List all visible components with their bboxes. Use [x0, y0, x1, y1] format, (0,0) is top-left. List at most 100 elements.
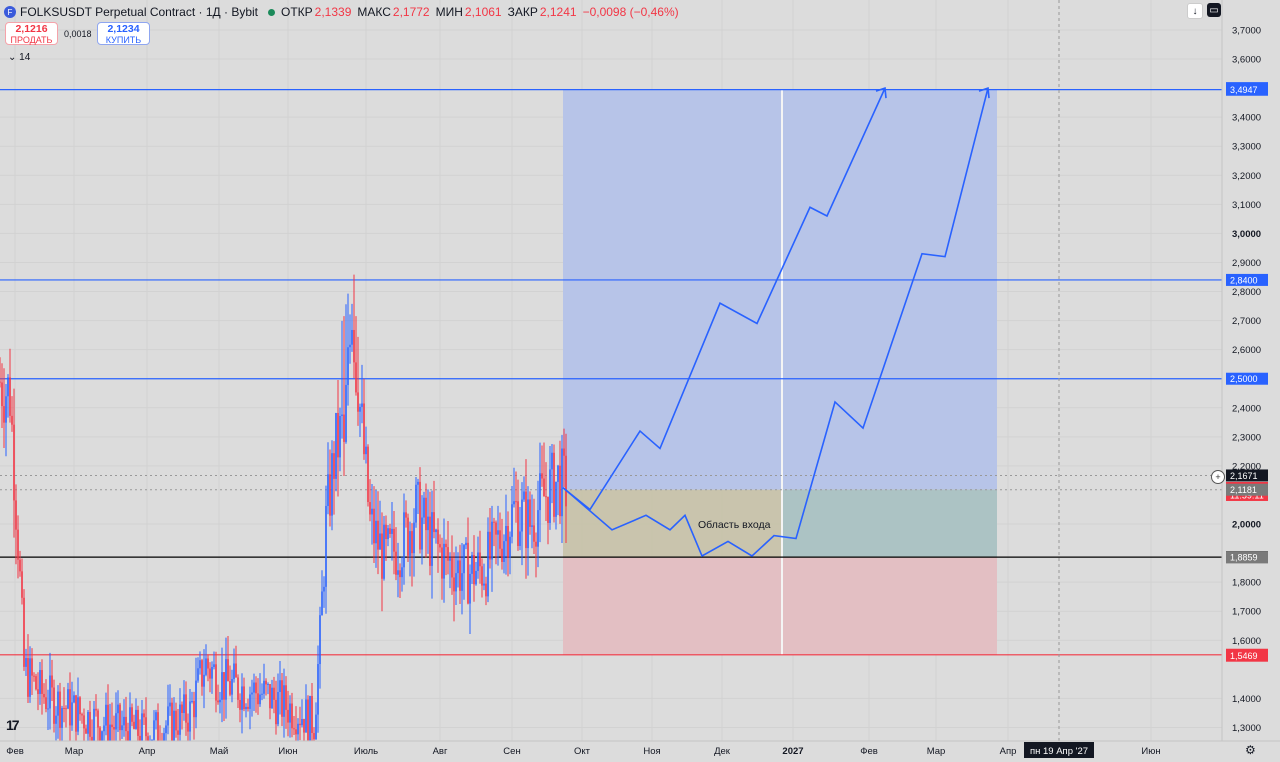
candle-body — [535, 541, 537, 547]
candle-body — [333, 453, 335, 479]
candle-body — [265, 680, 267, 685]
price-badge-label: 1,5469 — [1230, 651, 1258, 661]
candle-body — [343, 414, 345, 442]
candle-body — [35, 676, 37, 690]
y-tick-label: 2,8000 — [1232, 287, 1261, 298]
candle-body — [395, 551, 397, 575]
candle-body — [227, 659, 229, 682]
candle-body — [219, 699, 221, 703]
candle-body — [203, 674, 205, 687]
candle-body — [185, 694, 187, 723]
candle-body — [49, 675, 51, 709]
candle-body — [45, 697, 47, 709]
candle-body — [339, 415, 341, 458]
y-tick-label: 1,7000 — [1232, 607, 1261, 618]
candle-body — [369, 502, 371, 515]
candle-body — [251, 692, 253, 695]
candle-body — [469, 573, 471, 604]
candle-body — [213, 664, 215, 668]
candle-body — [551, 452, 553, 470]
x-tick-label: Дек — [714, 746, 731, 757]
candle-body — [43, 693, 45, 698]
candle-body — [417, 481, 419, 485]
candle-body — [257, 693, 259, 705]
candle-body — [427, 516, 429, 531]
price-badge-label: 2,8400 — [1230, 275, 1258, 285]
candle-body — [279, 680, 281, 692]
candle-body — [493, 521, 495, 523]
y-tick-label: 2,7000 — [1232, 316, 1261, 327]
candle-body — [253, 682, 255, 693]
gear-icon[interactable]: ⚙ — [1245, 743, 1256, 757]
candle-body — [415, 484, 417, 523]
candle-body — [483, 583, 485, 586]
arrow-down-icon[interactable]: ↓ — [1187, 3, 1203, 19]
candle-body — [439, 544, 441, 548]
candle-body — [363, 403, 365, 455]
candle-body — [553, 452, 555, 517]
candle-body — [217, 700, 219, 703]
candle-body — [543, 478, 545, 497]
candle-body — [353, 329, 355, 363]
candle-body — [377, 520, 379, 550]
x-tick-label: Июль — [354, 746, 378, 757]
candle-body — [53, 687, 55, 724]
candle-body — [1, 382, 3, 407]
candle-body — [383, 524, 385, 579]
candle-body — [557, 465, 559, 482]
window-icon[interactable]: ▭ — [1207, 3, 1221, 17]
candle-body — [87, 711, 89, 734]
candle-body — [371, 508, 373, 515]
candle-body — [541, 473, 543, 479]
candle-body — [285, 685, 287, 710]
candle-body — [477, 552, 479, 572]
candle-body — [207, 658, 209, 669]
candle-body — [255, 682, 257, 694]
candle-body — [561, 448, 563, 517]
candle-body — [403, 512, 405, 568]
candle-body — [103, 725, 105, 732]
candle-body — [81, 714, 83, 716]
candle-body — [209, 668, 211, 679]
candle-body — [9, 377, 11, 416]
candle-body — [375, 520, 377, 544]
candle-body — [165, 725, 167, 734]
candle-body — [301, 719, 303, 726]
crosshair-plus-icon[interactable]: + — [1211, 470, 1225, 484]
candle-body — [3, 406, 5, 423]
buy-button[interactable]: 2,1234 КУПИТЬ — [97, 22, 150, 45]
candle-body — [221, 672, 223, 700]
candle-body — [197, 668, 199, 681]
candle-body — [441, 547, 443, 579]
x-tick-label: Мар — [927, 746, 946, 757]
high-label: МАКС — [357, 5, 391, 19]
y-tick-label: 3,0000 — [1232, 229, 1261, 240]
sell-price: 2,1216 — [15, 23, 48, 35]
x-tick-label: Окт — [574, 746, 591, 757]
y-tick-label: 2,9000 — [1232, 258, 1261, 269]
candle-body — [563, 448, 565, 456]
symbol-title[interactable]: FOLKSUSDT Perpetual Contract · 1Д · Bybi… — [20, 5, 258, 19]
candle-body — [421, 517, 423, 550]
x-tick-label: Ноя — [643, 746, 660, 757]
x-tick-label: Сен — [503, 746, 520, 757]
candle-body — [547, 496, 549, 523]
y-tick-label: 2,4000 — [1232, 403, 1261, 414]
chart-header: F FOLKSUSDT Perpetual Contract · 1Д · By… — [4, 4, 685, 20]
candle-body — [5, 396, 7, 423]
candle-body — [83, 715, 85, 729]
candle-body — [303, 719, 305, 733]
candle-body — [187, 722, 189, 732]
projection-arrowhead — [875, 87, 887, 99]
candle-body — [491, 521, 493, 560]
candle-body — [437, 529, 439, 545]
candle-body — [61, 707, 63, 728]
candle-body — [523, 491, 525, 500]
candle-body — [555, 481, 557, 517]
indicator-toggle[interactable]: ⌄ 14 — [8, 52, 30, 63]
candle-body — [261, 693, 263, 695]
sell-button[interactable]: 2,1216 ПРОДАТЬ — [5, 22, 58, 45]
candle-body — [115, 713, 117, 730]
candle-body — [107, 704, 109, 742]
